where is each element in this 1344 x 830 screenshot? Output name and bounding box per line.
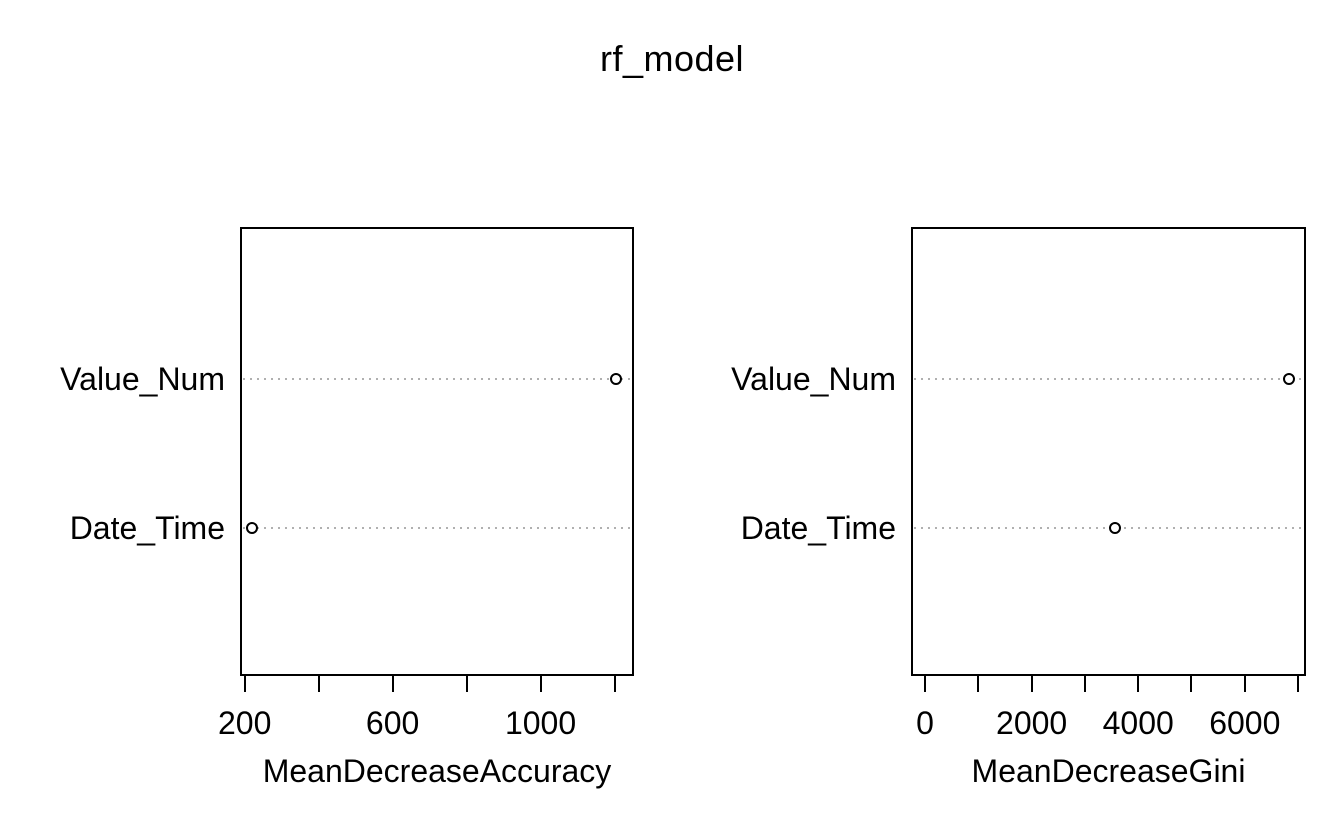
x-axis-tick-label: 6000	[1209, 705, 1281, 741]
dotted-grid-line	[243, 378, 630, 381]
chart-title: rf_model	[599, 38, 745, 79]
x-axis-tick	[1297, 676, 1300, 692]
dotted-grid-line	[914, 378, 1302, 381]
x-axis-tick	[539, 676, 542, 692]
x-axis-tick	[924, 676, 927, 692]
x-axis-tick-label: 4000	[1102, 705, 1174, 741]
data-point	[1108, 521, 1121, 534]
x-axis-tick	[1030, 676, 1033, 692]
x-axis-tick	[391, 676, 394, 692]
dotted-grid-line	[914, 526, 1302, 529]
x-axis-tick-label: 2000	[996, 705, 1068, 741]
x-axis-tick	[1243, 676, 1246, 692]
x-axis-tick	[317, 676, 320, 692]
dotted-grid-line	[243, 526, 630, 529]
category-label: Value_Num	[60, 361, 225, 398]
data-point	[610, 373, 623, 386]
x-axis-tick	[465, 676, 468, 692]
x-axis-tick-label: 200	[217, 705, 272, 741]
x-axis-tick	[1083, 676, 1086, 692]
x-axis-tick	[1137, 676, 1140, 692]
x-axis-tick-label: 0	[916, 705, 934, 741]
plot-box	[240, 227, 634, 676]
data-point	[1283, 373, 1295, 386]
x-axis-tick-label: 600	[365, 705, 420, 741]
category-label: Value_Num	[731, 361, 896, 398]
data-point	[246, 521, 259, 534]
category-label: Date_Time	[69, 509, 225, 546]
x-axis-tick	[613, 676, 616, 692]
x-axis-tick	[1190, 676, 1193, 692]
x-axis-label: MeanDecreaseAccuracy	[262, 753, 612, 789]
x-axis-label: MeanDecreaseGini	[971, 753, 1246, 789]
plot-box	[911, 227, 1306, 676]
category-label: Date_Time	[740, 509, 896, 546]
x-axis-tick	[977, 676, 980, 692]
x-axis-tick-label: 1000	[504, 705, 577, 741]
x-axis-tick	[243, 676, 246, 692]
